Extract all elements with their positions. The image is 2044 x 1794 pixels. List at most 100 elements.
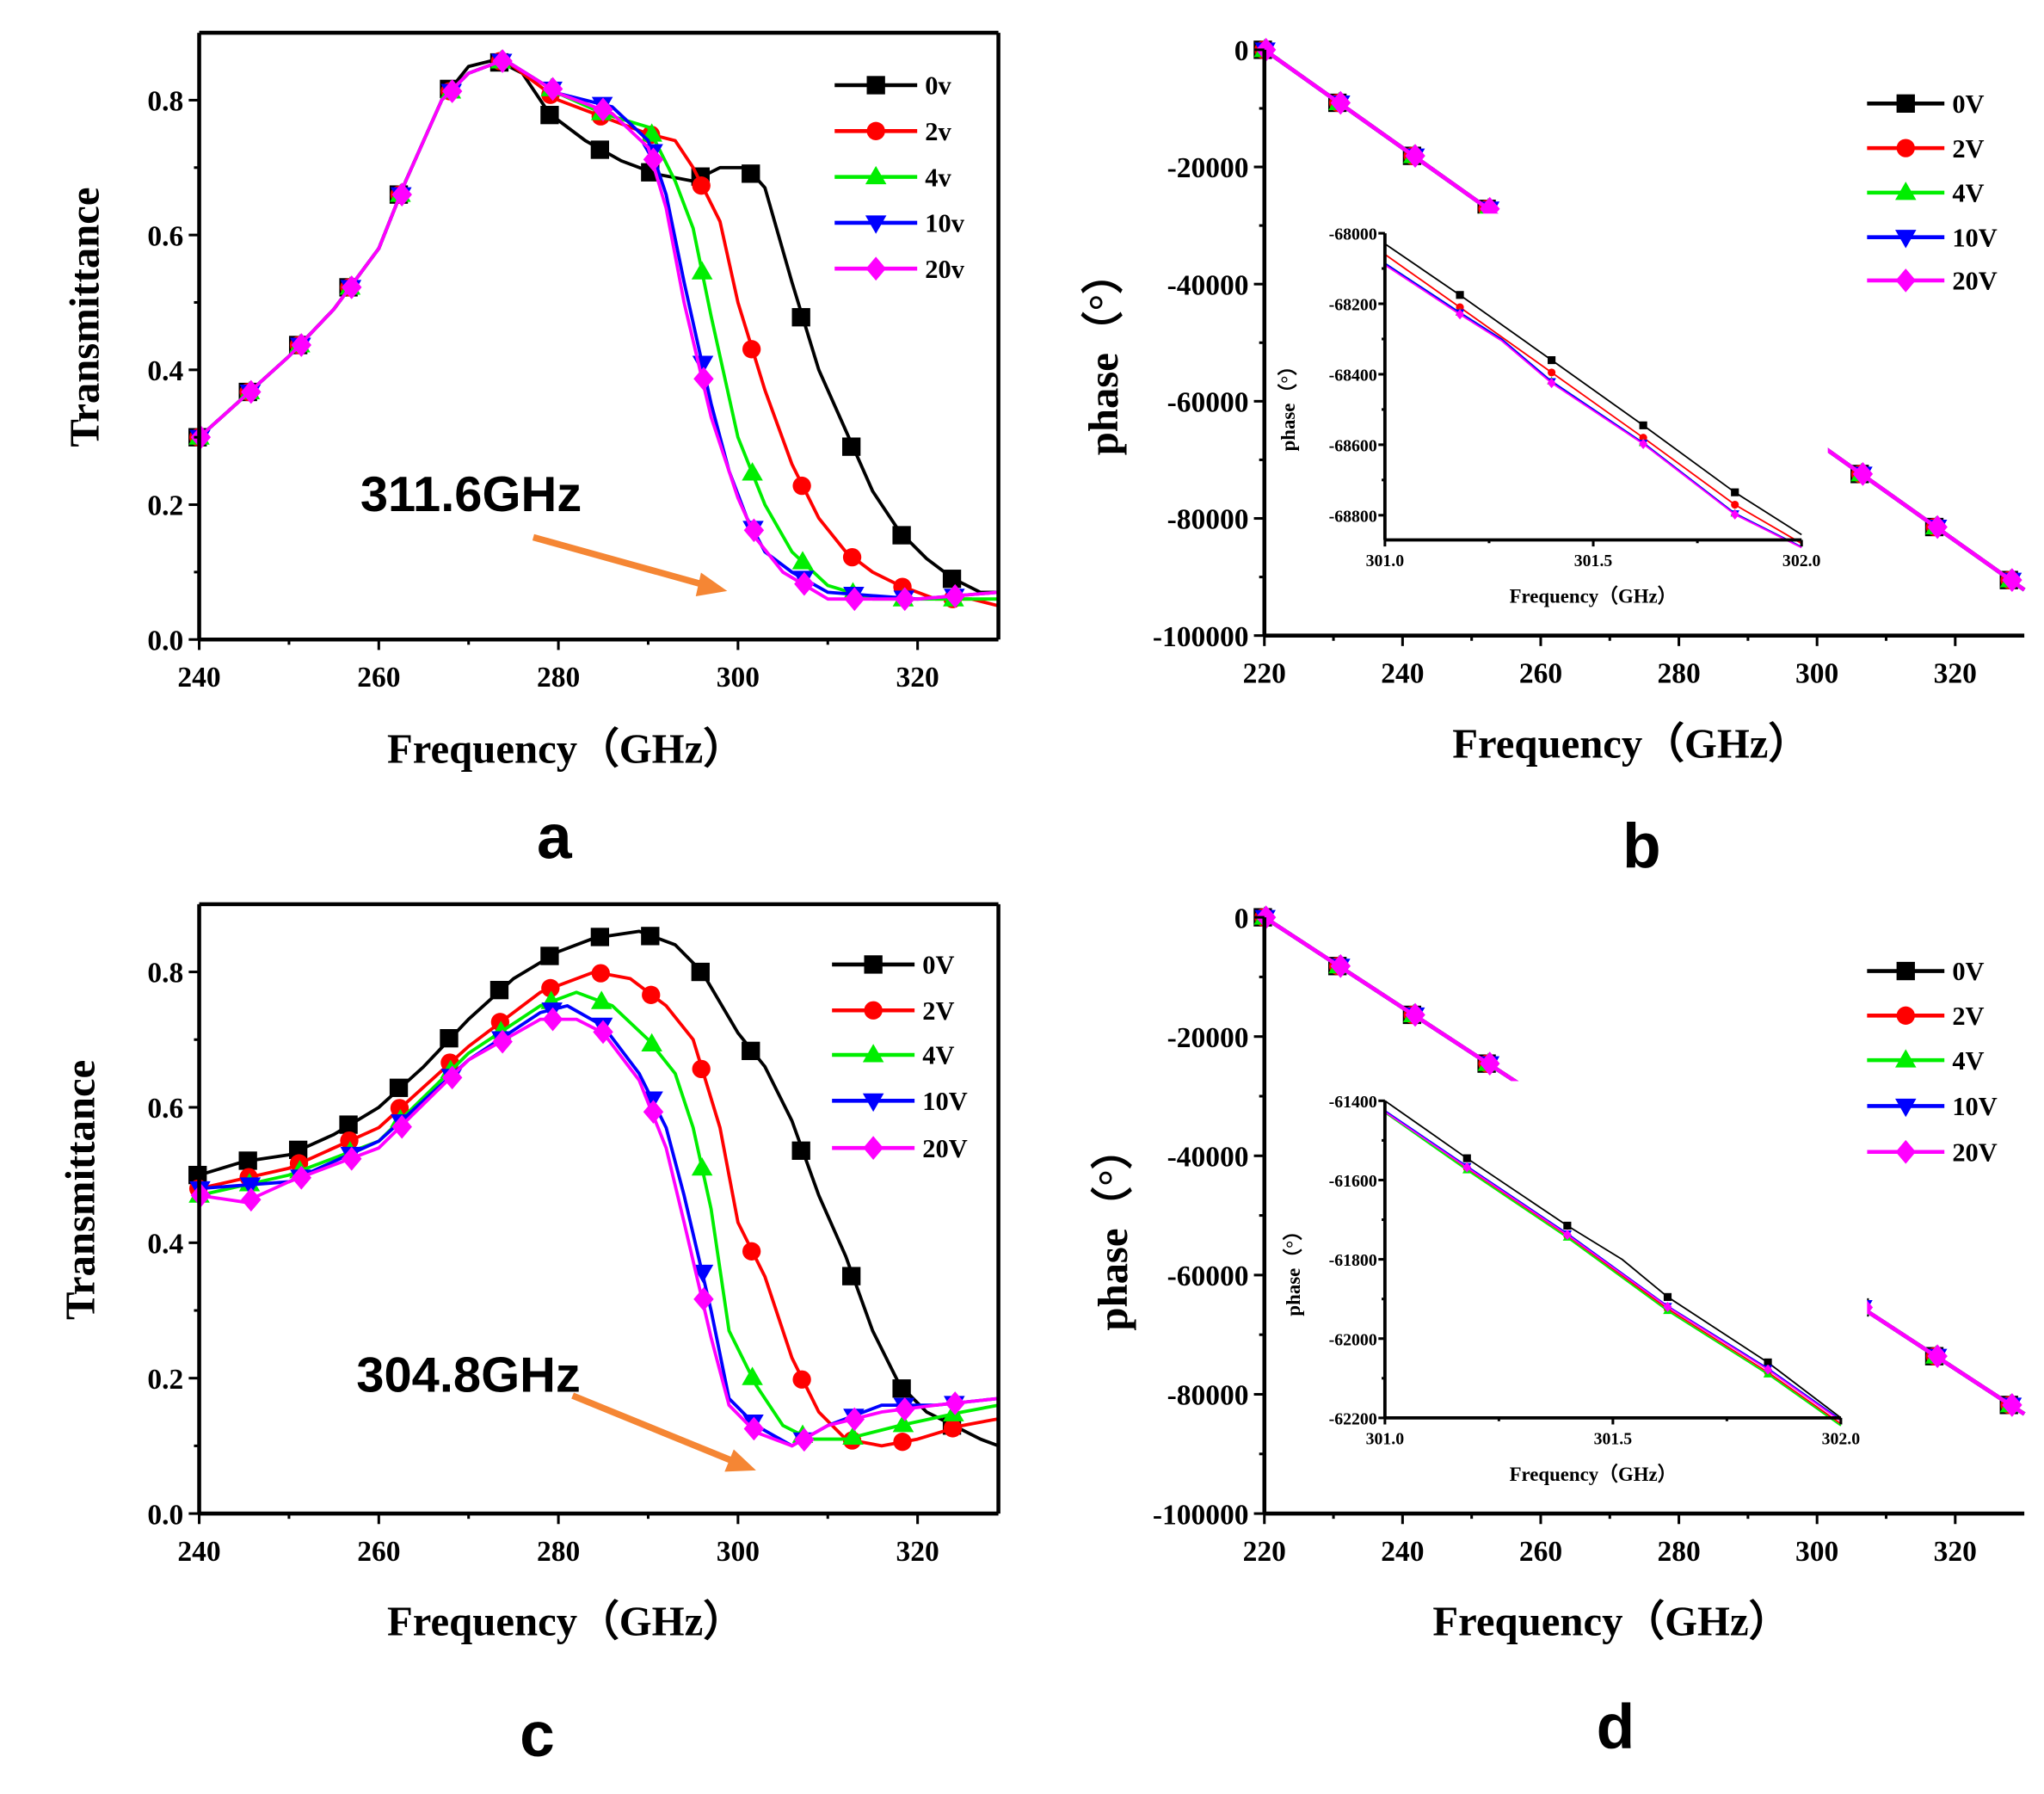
x-tick-label: 280 xyxy=(1657,657,1700,689)
x-tick-label: 240 xyxy=(1381,1536,1424,1568)
annotation-a: 311.6GHz xyxy=(360,467,582,522)
y-tick-label: -68800 xyxy=(1329,507,1377,526)
legend-marker xyxy=(1895,230,1917,249)
y-tick-label: 0.8 xyxy=(147,86,183,118)
data-point xyxy=(590,990,613,1009)
legend-marker xyxy=(862,1093,884,1113)
panel-d-inset-ylabel: phase（°） xyxy=(1282,1221,1304,1316)
x-tick-label: 240 xyxy=(177,1536,220,1568)
series-20v xyxy=(190,49,999,612)
x-tick-label: 240 xyxy=(177,662,220,694)
data-point xyxy=(1639,421,1647,429)
series-10V xyxy=(189,1002,999,1452)
legend-item: 2v xyxy=(834,117,952,146)
legend: 0V 2V 4V 10V 20V xyxy=(1867,89,1998,296)
y-tick-label: 0.0 xyxy=(147,625,183,657)
panel-label-c: c xyxy=(520,1700,555,1770)
y-tick-label: 0.4 xyxy=(147,355,183,387)
x-tick-label: 280 xyxy=(537,1536,580,1568)
legend-label: 0V xyxy=(922,951,954,980)
legend-marker xyxy=(865,256,886,281)
data-point xyxy=(892,526,911,545)
data-point xyxy=(1462,1154,1471,1162)
y-tick-label: -62200 xyxy=(1329,1410,1377,1429)
legend-label: 10V xyxy=(1952,1092,1997,1121)
legend-label: 20V xyxy=(922,1134,967,1163)
legend-label: 4V xyxy=(922,1041,954,1070)
x-tick-label: 320 xyxy=(1934,1536,1977,1568)
legend: 0V 2V 4V 10V 20V xyxy=(1867,957,1998,1167)
data-point xyxy=(842,1426,864,1445)
data-point xyxy=(391,1114,412,1139)
data-point xyxy=(1731,488,1739,496)
data-point xyxy=(791,1141,810,1160)
y-tick-label: 0 xyxy=(1234,35,1249,67)
data-point xyxy=(1927,515,1948,539)
legend-item: 20V xyxy=(1867,267,1998,296)
legend-label: 10v xyxy=(925,209,964,238)
panel-b-xlabel: Frequency（GHz） xyxy=(1452,720,1810,767)
data-point xyxy=(1456,303,1464,311)
legend-item: 2V xyxy=(1867,134,1985,163)
legend-item: 20V xyxy=(1867,1137,1998,1167)
inset-background xyxy=(1293,213,1828,619)
annotation-c: 304.8GHz xyxy=(356,1347,581,1403)
data-point xyxy=(743,518,765,543)
y-tick-label: 0 xyxy=(1234,903,1249,934)
legend-label: 4V xyxy=(1952,1046,1984,1076)
x-tick-label: 320 xyxy=(896,662,939,694)
y-tick-label: -68600 xyxy=(1329,436,1377,455)
legend: 0v 2v 4v 10v 20v xyxy=(834,71,965,284)
panel-b-inset-ylabel: phase（°） xyxy=(1277,356,1299,452)
data-point xyxy=(1731,500,1739,509)
legend-item: 10V xyxy=(832,1087,968,1116)
data-point xyxy=(792,1370,811,1389)
panel-c-xlabel: Frequency（GHz） xyxy=(387,1599,745,1645)
legend-marker xyxy=(866,121,885,140)
data-point xyxy=(742,1041,760,1061)
legend-label: 20V xyxy=(1952,1137,1997,1167)
x-tick-label: 302.0 xyxy=(1782,552,1821,570)
legend-marker xyxy=(1896,139,1915,157)
x-tick-label: 300 xyxy=(1795,1536,1838,1568)
legend-item: 0V xyxy=(832,951,954,980)
data-point xyxy=(743,1416,765,1441)
data-point xyxy=(791,551,814,570)
series-line xyxy=(199,1004,999,1448)
data-point xyxy=(641,927,660,946)
series-line xyxy=(1384,1110,1842,1421)
legend-item: 4v xyxy=(834,163,952,192)
data-point xyxy=(842,547,862,567)
data-point xyxy=(238,1151,257,1170)
y-tick-label: -61600 xyxy=(1329,1172,1377,1191)
legend-label: 2V xyxy=(1952,1002,1984,1031)
legend-marker xyxy=(1896,1006,1915,1025)
data-point xyxy=(489,980,509,1000)
legend-marker xyxy=(865,165,887,185)
series-0V xyxy=(1384,1100,1842,1419)
x-tick-label: 301.0 xyxy=(1366,1429,1405,1448)
x-tick-label: 240 xyxy=(1381,657,1424,689)
data-point xyxy=(692,1059,711,1079)
data-point xyxy=(892,1379,911,1398)
y-tick-label: -60000 xyxy=(1167,387,1249,419)
data-point xyxy=(239,1177,262,1196)
data-point xyxy=(288,1140,308,1160)
data-point xyxy=(642,985,661,1004)
legend-marker xyxy=(864,955,883,974)
y-tick-label: -40000 xyxy=(1167,1141,1249,1173)
legend-item: 0V xyxy=(1867,957,1985,986)
y-tick-label: 0.4 xyxy=(147,1229,183,1261)
chart-c: 240 260 280 300 320 0.0 0.2 0.4 0.6 0.8 0V 2V 4V 10V 2… xyxy=(147,902,1000,1568)
data-point xyxy=(1852,462,1874,486)
x-tick-label: 260 xyxy=(357,662,400,694)
data-point xyxy=(490,1013,510,1032)
data-point xyxy=(693,367,714,391)
series-20V xyxy=(190,1007,999,1452)
y-tick-label: -80000 xyxy=(1167,504,1249,536)
data-point xyxy=(643,147,664,172)
data-point xyxy=(1456,309,1465,320)
data-point xyxy=(492,49,513,73)
series-line xyxy=(1384,253,1802,545)
legend-item: 0V xyxy=(1867,89,1985,119)
